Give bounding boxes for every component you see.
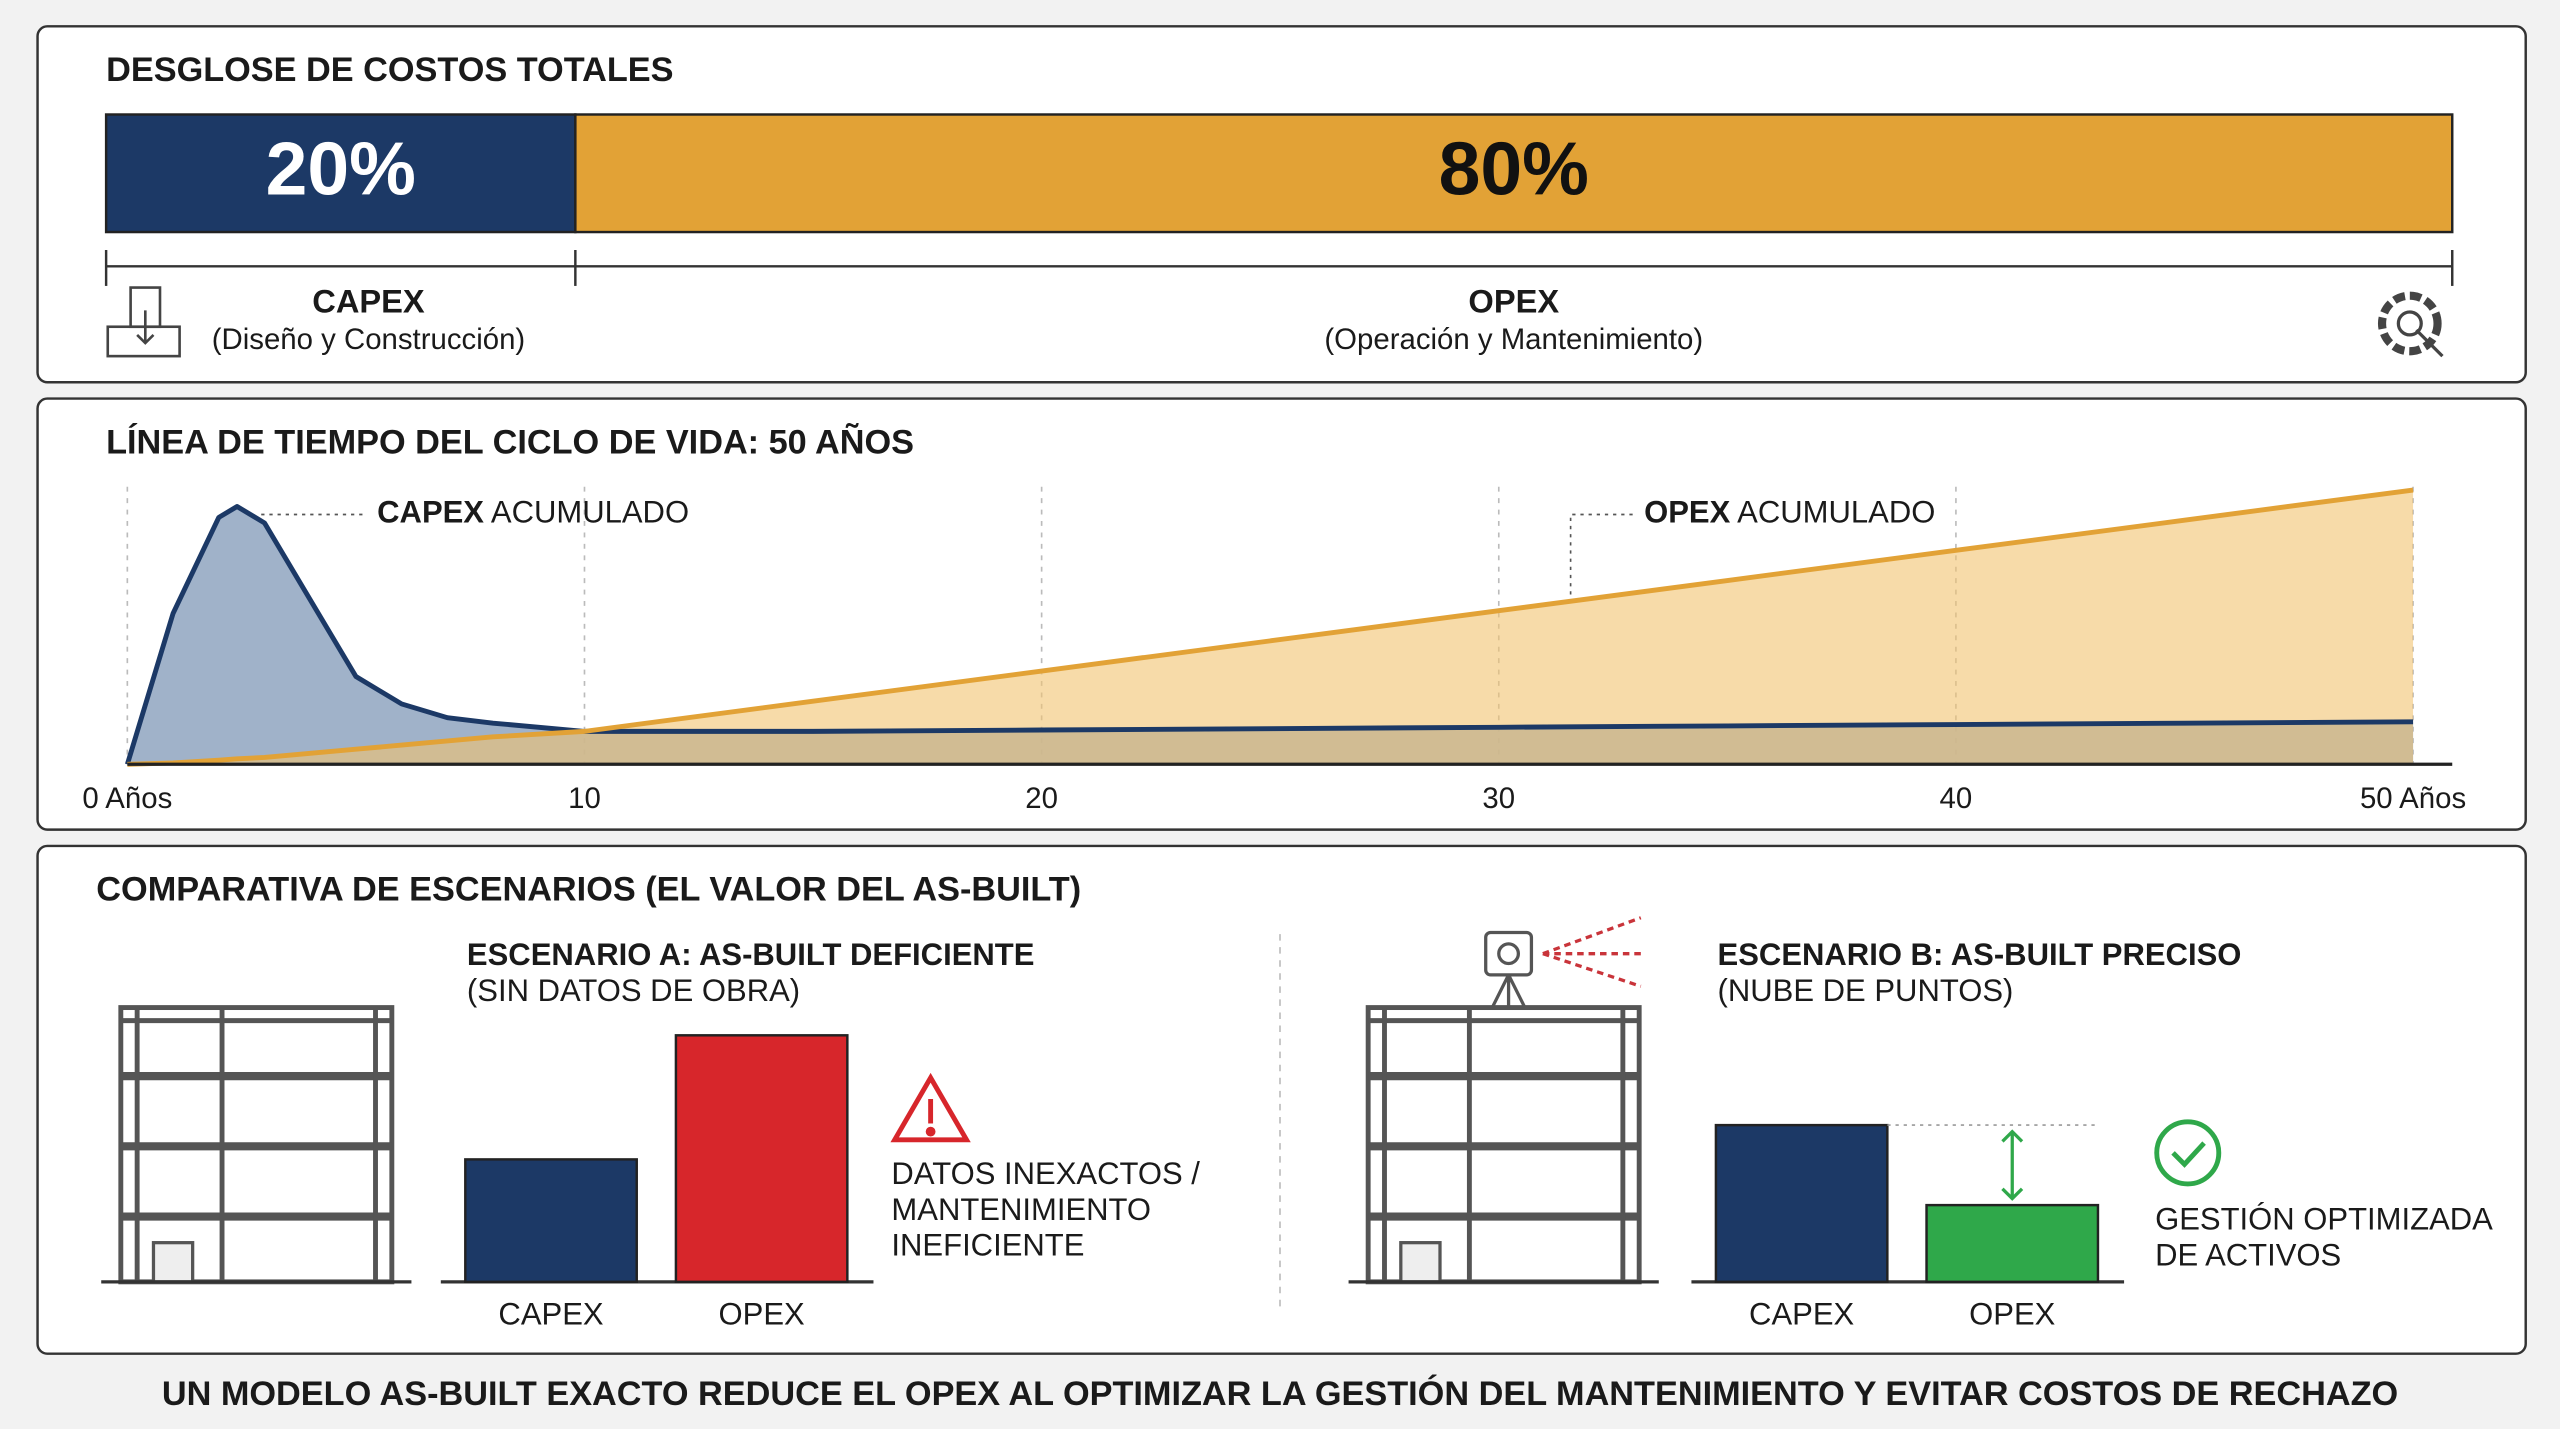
x-tick-label: 50 Años	[2360, 782, 2466, 815]
footer: UN MODELO AS-BUILT EXACTO REDUCE EL OPEX…	[162, 1373, 2398, 1413]
x-tick-label: 20	[1025, 782, 1058, 815]
line	[125, 504, 2414, 766]
difference-arrow	[2001, 1129, 2024, 1201]
annotation: INEFICIENTE	[891, 1228, 1084, 1263]
value-label: 20%	[266, 127, 416, 211]
bar-segment	[104, 113, 577, 234]
building-icon	[101, 1008, 411, 1282]
legend-label: OPEX	[1468, 283, 1559, 320]
chart-title: ESCENARIO A: AS-BUILT DEFICIENTE	[467, 937, 1034, 972]
legend-label: CAPEX	[312, 283, 425, 320]
x-tick-label: 0 Años	[82, 782, 172, 815]
x-tick-label: 30	[1482, 782, 1515, 815]
bar	[1714, 1123, 1889, 1284]
scanner-icon	[1484, 916, 1642, 1009]
bar	[674, 1034, 849, 1284]
check-icon	[2154, 1119, 2222, 1187]
section-title: COMPARATIVA DE ESCENARIOS (EL VALOR DEL …	[96, 871, 1081, 909]
icon	[2377, 291, 2444, 358]
series-label: OPEX ACUMULADO	[1644, 495, 1935, 530]
icon	[106, 286, 181, 358]
line	[127, 487, 2414, 767]
annotation: DE ACTIVOS	[2155, 1238, 2341, 1273]
area-fill	[127, 490, 2414, 765]
x-tick-label: OPEX	[719, 1296, 805, 1331]
x-tick-label: 40	[1940, 782, 1973, 815]
warning-icon	[890, 1072, 971, 1143]
bar-segment	[574, 113, 2454, 234]
value-label: 80%	[1439, 127, 1589, 211]
x-tick-label: CAPEX	[498, 1296, 603, 1331]
panel	[36, 844, 2527, 1355]
legend-description: (Operación y Mantenimiento)	[1324, 323, 1703, 356]
annotation: DATOS INEXACTOS /	[891, 1156, 1200, 1191]
chart-subtitle: (SIN DATOS DE OBRA)	[467, 973, 800, 1008]
chart-title: ESCENARIO B: AS-BUILT PRECISO	[1718, 937, 2242, 972]
x-tick-label: OPEX	[1969, 1296, 2055, 1331]
chart-title: LÍNEA DE TIEMPO DEL CICLO DE VIDA: 50 AÑ…	[106, 421, 914, 461]
chart-title: DESGLOSE DE COSTOS TOTALES	[106, 51, 673, 89]
building-icon	[1349, 1008, 1659, 1282]
x-tick-label: CAPEX	[1749, 1296, 1854, 1331]
annotation: GESTIÓN OPTIMIZADA	[2155, 1202, 2493, 1237]
series-label: CAPEX ACUMULADO	[377, 495, 689, 530]
annotation: MANTENIMIENTO	[891, 1192, 1151, 1227]
bar	[464, 1158, 638, 1284]
chart-subtitle: (NUBE DE PUNTOS)	[1718, 973, 2014, 1008]
bar	[1925, 1203, 2100, 1284]
x-tick-label: 10	[568, 782, 601, 815]
legend-description: (Diseño y Construcción)	[212, 323, 525, 356]
